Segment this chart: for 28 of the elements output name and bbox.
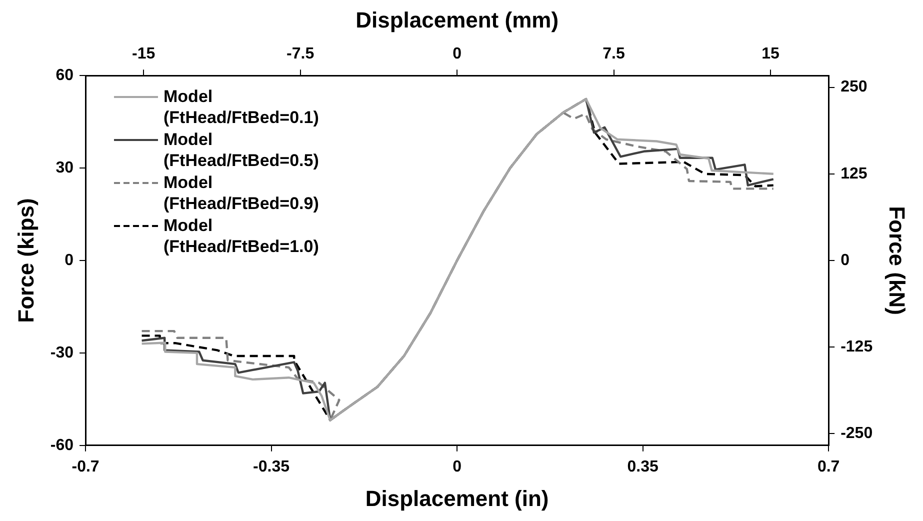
y2-tick-label: -125 (840, 338, 873, 356)
x2-tick-label: -7.5 (286, 45, 314, 62)
y2-tick-label: 125 (840, 165, 868, 182)
y-tick-label: -60 (50, 436, 74, 454)
y-axis-title: Force (kips) (13, 198, 38, 323)
y-tick-label: 0 (64, 252, 74, 269)
x2-tick-label: -15 (132, 45, 156, 62)
y2-axis-title: Force (kN) (884, 206, 910, 315)
legend-label: Model (FtHead/FtBed=0.1) (164, 86, 320, 128)
legend-label: Model (FtHead/FtBed=0.9) (164, 172, 320, 214)
y-tick-label: 30 (56, 159, 74, 176)
y2-tick-label: 250 (840, 78, 868, 96)
legend-label: Model (FtHead/FtBed=1.0) (164, 214, 320, 257)
x-tick-label: 0.35 (627, 458, 658, 476)
x-tick-label: 0 (452, 458, 462, 476)
x-tick-label: 0.7 (817, 458, 840, 476)
x-axis-title: Displacement (in) (365, 486, 549, 511)
legend-label: Model (FtHead/FtBed=0.5) (164, 128, 320, 171)
x-tick-label: -0.35 (253, 458, 290, 476)
x-tick-label: -0.7 (72, 458, 100, 476)
y-tick-label: -30 (50, 344, 74, 362)
x2-tick-label: 0 (452, 45, 462, 62)
y2-tick-label: -250 (840, 425, 873, 442)
y-tick-label: 60 (56, 67, 74, 84)
x2-axis-title: Displacement (mm) (356, 7, 559, 32)
x2-tick-label: 15 (762, 45, 780, 62)
y2-tick-label: 0 (840, 252, 850, 269)
x2-tick-label: 7.5 (602, 45, 625, 62)
